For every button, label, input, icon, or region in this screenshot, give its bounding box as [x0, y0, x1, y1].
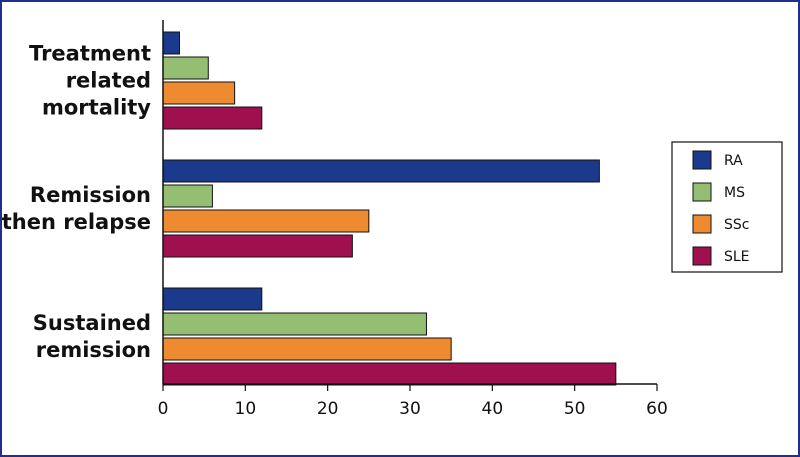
legend-label-sle: SLE [724, 249, 750, 265]
legend-swatch-sle [692, 246, 712, 266]
legend-label-ssc: SSc [724, 217, 749, 233]
category-label-0-line-1: related [66, 69, 151, 93]
category-label-2-line-1: remission [36, 338, 151, 362]
bar-ms-2 [162, 312, 427, 336]
bar-ra-0 [162, 31, 180, 55]
x-tick-label-20: 20 [317, 399, 339, 419]
bar-sle-0 [162, 106, 263, 130]
bar-sle-2 [162, 362, 617, 386]
x-tick-label-0: 0 [158, 399, 169, 419]
category-label-1-line-0: Remission [30, 183, 151, 207]
legend-label-ms: MS [724, 185, 745, 201]
x-tick-label-30: 30 [399, 399, 421, 419]
bar-ssc-0 [162, 81, 236, 105]
x-tick-label-60: 60 [646, 399, 668, 419]
x-tick-label-40: 40 [482, 399, 504, 419]
legend-swatch-ra [692, 150, 712, 170]
bar-ssc-1 [162, 209, 370, 233]
legend-swatch-ms [692, 182, 712, 202]
category-label-0-line-0: Treatment [29, 42, 151, 66]
bar-sle-1 [162, 234, 353, 258]
bar-ms-1 [162, 184, 213, 208]
legend-swatch-ssc [692, 214, 712, 234]
legend-box [671, 141, 783, 273]
category-label-2-line-0: Sustained [33, 311, 151, 335]
bar-ra-2 [162, 287, 263, 311]
bars-group [162, 31, 617, 386]
x-ticks-group: 0 10 20 30 40 50 60 [158, 384, 668, 419]
category-label-1-line-1: then relapse [2, 210, 151, 234]
x-tick-label-10: 10 [235, 399, 257, 419]
x-tick-label-50: 50 [564, 399, 586, 419]
bar-ms-0 [162, 56, 209, 80]
legend: RA MS SSc SLE [671, 141, 783, 273]
category-labels-group: Treatment related mortality Remission then r… [2, 42, 152, 363]
bar-ra-1 [162, 159, 600, 183]
category-label-0-line-2: mortality [42, 96, 151, 120]
bar-ssc-2 [162, 337, 452, 361]
legend-label-ra: RA [724, 153, 743, 169]
